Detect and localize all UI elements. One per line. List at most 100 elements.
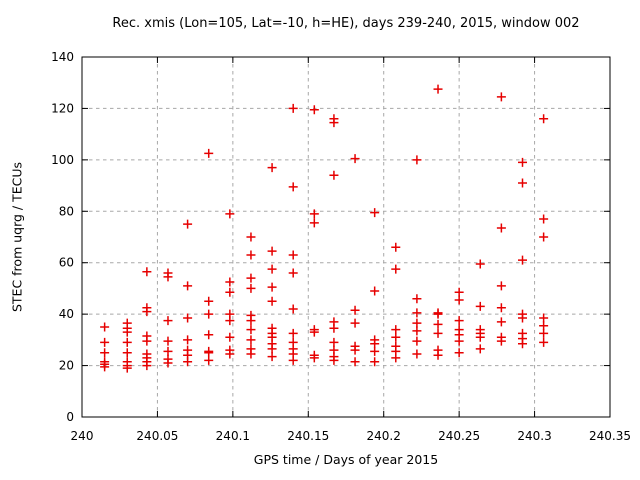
data-point-marker [329, 118, 339, 128]
data-point-marker [142, 361, 152, 371]
data-point-marker [225, 332, 235, 342]
data-point-marker [204, 309, 214, 319]
data-point-marker [309, 218, 319, 228]
data-point-marker [539, 232, 549, 242]
data-point-marker [142, 307, 152, 317]
data-point-marker [163, 316, 173, 326]
data-point-marker [309, 209, 319, 219]
data-point-marker [475, 301, 485, 311]
data-point-marker [539, 321, 549, 331]
data-point-marker [518, 178, 528, 188]
data-point-marker [183, 313, 193, 323]
data-point-marker [350, 318, 360, 328]
data-point-marker [204, 355, 214, 365]
x-tick-label: 240.15 [287, 429, 329, 443]
data-point-marker [183, 335, 193, 345]
data-point-marker [246, 325, 256, 335]
y-tick-label: 120 [51, 101, 74, 115]
data-point-marker [475, 332, 485, 342]
data-point-marker [539, 114, 549, 124]
data-point-marker [433, 319, 443, 329]
data-point-marker [183, 219, 193, 229]
data-point-marker [163, 346, 173, 356]
data-point-marker [267, 264, 277, 274]
data-point-marker [204, 296, 214, 306]
data-point-marker [163, 272, 173, 282]
x-tick-label: 240.25 [438, 429, 480, 443]
data-point-marker [246, 335, 256, 345]
data-point-marker [518, 157, 528, 167]
data-point-marker [225, 209, 235, 219]
data-point-marker [370, 339, 380, 349]
x-tick-label: 240.3 [517, 429, 551, 443]
data-point-marker [539, 313, 549, 323]
data-point-marker [433, 84, 443, 94]
data-point-marker [122, 327, 132, 337]
data-point-marker [309, 353, 319, 363]
data-point-marker [267, 163, 277, 173]
data-point-marker [454, 348, 464, 358]
data-point-marker [370, 357, 380, 367]
data-point-marker [246, 349, 256, 359]
data-point-marker [183, 281, 193, 291]
x-tick-label: 240.05 [136, 429, 178, 443]
data-point-marker [204, 148, 214, 158]
data-point-marker [142, 267, 152, 277]
data-point-marker [370, 286, 380, 296]
data-point-marker [454, 316, 464, 326]
data-point-marker [142, 336, 152, 346]
data-point-marker [475, 259, 485, 269]
y-tick-label: 140 [51, 50, 74, 64]
data-point-marker [496, 281, 506, 291]
data-point-marker [391, 353, 401, 363]
data-point-marker [100, 322, 110, 332]
x-tick-label: 240 [71, 429, 94, 443]
data-point-marker [163, 358, 173, 368]
data-point-marker [246, 316, 256, 326]
plot-border [81, 56, 611, 418]
data-point-marker [350, 345, 360, 355]
data-point-marker [288, 250, 298, 260]
data-point-marker [267, 246, 277, 256]
data-point-marker [412, 308, 422, 318]
data-point-marker [225, 287, 235, 297]
data-point-marker [350, 357, 360, 367]
data-point-marker [246, 273, 256, 283]
data-point-marker [412, 326, 422, 336]
data-point-marker [539, 328, 549, 338]
data-point-marker [496, 223, 506, 233]
y-tick-label: 40 [59, 307, 74, 321]
data-point-marker [518, 339, 528, 349]
data-point-marker [122, 337, 132, 347]
data-point-marker [100, 362, 110, 372]
data-point-marker [350, 154, 360, 164]
data-point-marker [246, 232, 256, 242]
data-point-marker [267, 296, 277, 306]
data-point-marker [163, 336, 173, 346]
data-point-marker [246, 283, 256, 293]
data-point-marker [204, 348, 214, 358]
y-tick-label: 100 [51, 153, 74, 167]
chart-title: Rec. xmis (Lon=105, Lat=-10, h=HE), days… [112, 16, 580, 31]
data-point-marker [329, 170, 339, 180]
data-point-marker [454, 336, 464, 346]
data-point-marker [433, 350, 443, 360]
data-point-marker [412, 318, 422, 328]
data-point-marker [412, 294, 422, 304]
y-tick-label: 80 [59, 204, 74, 218]
data-point-marker [309, 327, 319, 337]
data-point-marker [329, 355, 339, 365]
data-point-marker [350, 305, 360, 315]
data-point-marker [412, 336, 422, 346]
data-point-marker [183, 357, 193, 367]
data-point-marker [539, 214, 549, 224]
data-point-marker [288, 103, 298, 113]
data-point-marker [475, 344, 485, 354]
data-point-marker [496, 336, 506, 346]
data-point-marker [288, 182, 298, 192]
data-point-marker [412, 349, 422, 359]
data-point-marker [454, 295, 464, 305]
data-point-marker [100, 348, 110, 358]
